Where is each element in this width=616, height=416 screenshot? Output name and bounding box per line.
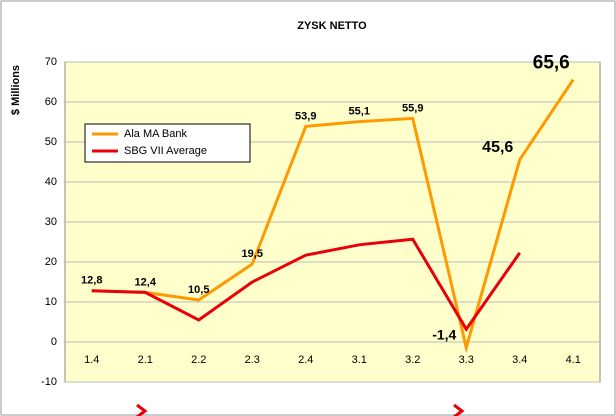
y-tick-label: 30 (45, 216, 57, 228)
data-label: 12,8 (81, 275, 102, 287)
x-tick-label: 4.1 (566, 354, 581, 366)
x-tick-label: 3.3 (459, 354, 474, 366)
data-label: 19,5 (242, 248, 263, 260)
data-label: 45,6 (482, 139, 513, 156)
x-tick-label: 2.4 (298, 354, 313, 366)
x-tick-label: 1.4 (84, 354, 99, 366)
x-tick-label: 2.3 (245, 354, 260, 366)
data-label: 10,5 (188, 284, 209, 296)
y-tick-label: 0 (51, 336, 57, 348)
data-label: 53,9 (295, 110, 316, 122)
data-label: -1,4 (432, 326, 456, 342)
x-tick-label: 3.1 (352, 354, 367, 366)
x-tick-label: 2.1 (138, 354, 153, 366)
data-label: 12,4 (135, 276, 157, 288)
x-tick-label: 2.2 (191, 354, 206, 366)
data-label: 55,1 (349, 106, 370, 118)
legend-box (84, 123, 251, 163)
y-tick-label: 40 (45, 176, 57, 188)
y-tick-label: 10 (45, 296, 57, 308)
series-line (91, 237, 521, 332)
y-tick-label: -10 (41, 376, 57, 388)
y-tick-label: 50 (45, 136, 57, 148)
y-tick-label: 60 (45, 96, 57, 108)
y-tick-label: 70 (45, 56, 57, 68)
arrow-icon (453, 403, 465, 416)
data-label: 55,9 (402, 102, 423, 114)
y-tick-label: 20 (45, 256, 57, 268)
arrow-icon (136, 403, 148, 416)
legend-label: Ala MA Bank (124, 128, 187, 140)
chart-title: ZYSK NETTO (297, 20, 367, 32)
series-line (91, 78, 575, 354)
legend-label: SBG VII Average (124, 145, 207, 157)
y-axis-label: $ Millions (10, 65, 22, 115)
x-tick-label: 3.2 (405, 354, 420, 366)
x-tick-label: 3.4 (512, 354, 527, 366)
data-label: 65,6 (533, 53, 570, 74)
